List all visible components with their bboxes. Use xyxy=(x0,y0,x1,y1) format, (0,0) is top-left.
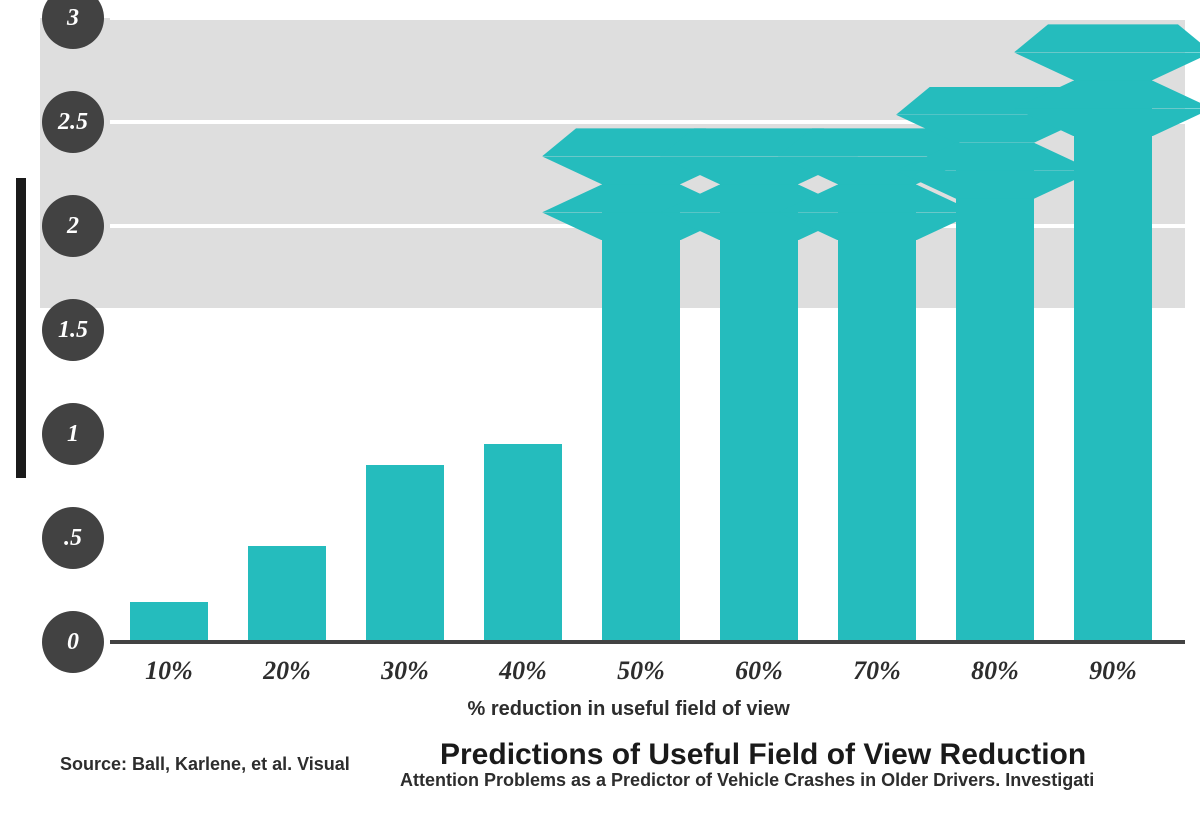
y-axis-vertical-bar xyxy=(16,178,26,478)
bar xyxy=(956,143,1034,642)
chart-container: % reduction in useful field of view Pred… xyxy=(0,0,1200,840)
y-tick-label: 0 xyxy=(42,611,104,673)
y-tick-label: 2.5 xyxy=(42,91,104,153)
x-tick-label: 60% xyxy=(709,656,809,686)
gridline xyxy=(110,16,1185,20)
y-tick-label: 2 xyxy=(42,195,104,257)
source-line-1: Source: Ball, Karlene, et al. Visual xyxy=(60,754,350,775)
bar-topper-mid-upper xyxy=(1014,52,1200,80)
bar xyxy=(366,465,444,642)
bar xyxy=(248,546,326,642)
bar xyxy=(130,602,208,642)
x-axis-title: % reduction in useful field of view xyxy=(468,698,790,721)
x-tick-label: 20% xyxy=(237,656,337,686)
x-tick-label: 10% xyxy=(119,656,219,686)
x-tick-label: 90% xyxy=(1063,656,1163,686)
x-tick-label: 80% xyxy=(945,656,1045,686)
x-axis-baseline xyxy=(110,640,1185,644)
bar xyxy=(602,184,680,642)
x-tick-label: 70% xyxy=(827,656,927,686)
chart-title: Predictions of Useful Field of View Redu… xyxy=(440,738,1086,772)
bar xyxy=(720,184,798,642)
bar-topper-upper xyxy=(1014,24,1200,52)
x-tick-label: 50% xyxy=(591,656,691,686)
bar xyxy=(484,444,562,642)
y-tick-label: 1.5 xyxy=(42,299,104,361)
x-tick-label: 30% xyxy=(355,656,455,686)
bar xyxy=(1074,80,1152,642)
y-tick-label: 1 xyxy=(42,403,104,465)
plot-area xyxy=(110,18,1185,642)
source-line-2: Attention Problems as a Predictor of Veh… xyxy=(400,770,1094,791)
bar xyxy=(838,184,916,642)
y-tick-label: .5 xyxy=(42,507,104,569)
x-tick-label: 40% xyxy=(473,656,573,686)
